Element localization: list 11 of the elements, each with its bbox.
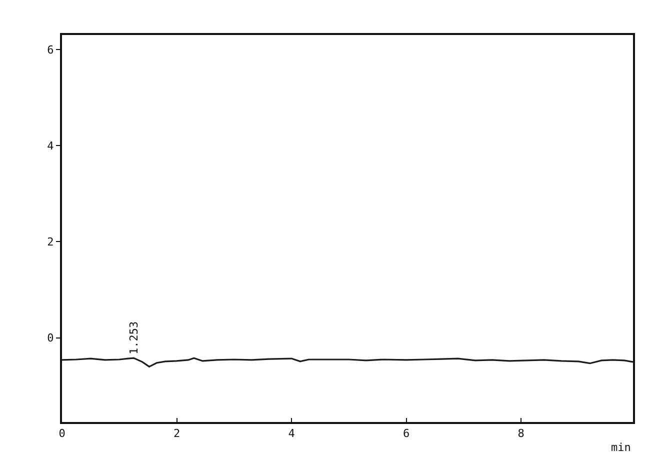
x-tick-label: 0 [58,427,66,440]
x-tick-label: 8 [518,427,524,440]
y-tick-label: 6 [47,43,54,56]
x-tick-label: 6 [403,427,410,440]
x-tick-label: 2 [173,427,180,440]
x-tick-label: 4 [288,427,296,440]
y-tick-label: 2 [47,236,54,249]
x-axis-title: min [611,441,631,454]
annotation: 1.253 [127,321,140,354]
y-tick-label: 0 [47,332,54,345]
y-tick-label: 4 [47,139,54,152]
